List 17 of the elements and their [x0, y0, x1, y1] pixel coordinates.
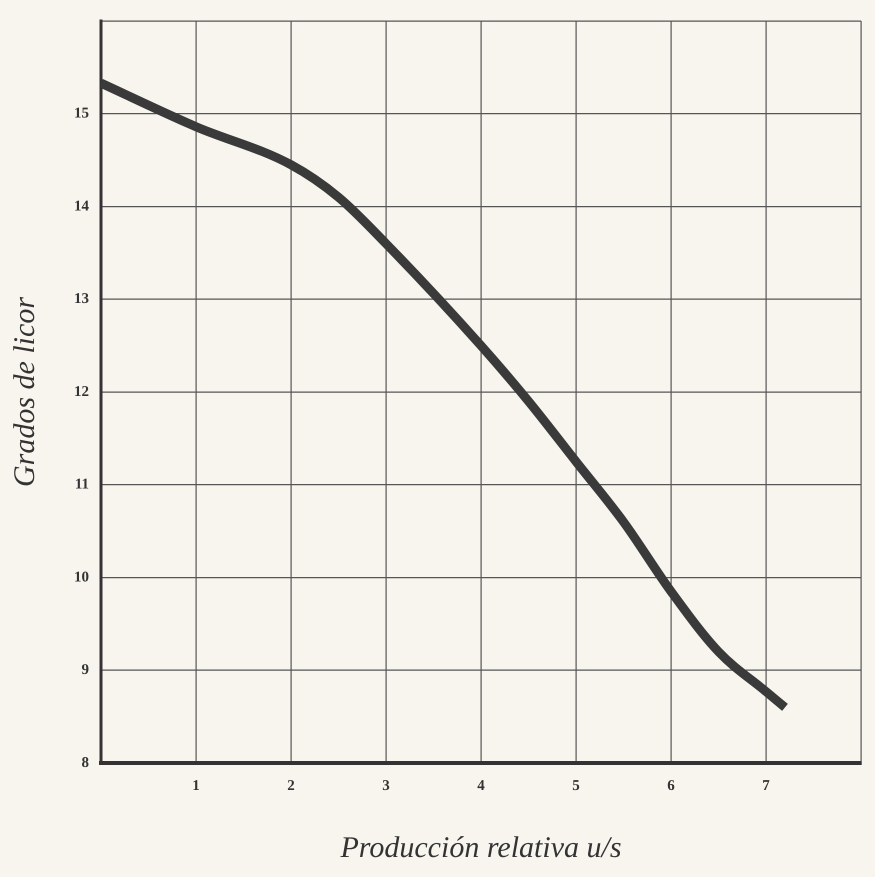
- y-tick-label: 11: [74, 476, 89, 493]
- x-tick-label: 5: [572, 778, 580, 794]
- y-tick-label: 9: [82, 662, 89, 678]
- x-tick-label: 1: [192, 778, 200, 794]
- x-tick-label: 2: [287, 778, 295, 794]
- y-axis-title: Grados de licor: [8, 296, 41, 487]
- y-tick-label: 12: [74, 384, 89, 400]
- x-axis-title: Producción relativa u/s: [339, 830, 622, 864]
- x-tick-label: 6: [667, 778, 676, 794]
- y-tick-label: 15: [74, 106, 89, 122]
- x-tick-label: 7: [762, 778, 770, 794]
- y-tick-label: 8: [82, 754, 89, 771]
- x-tick-label: 3: [382, 778, 390, 794]
- y-tick-label: 13: [74, 291, 89, 308]
- y-tick-label: 14: [74, 198, 90, 214]
- y-tick-label: 10: [74, 569, 89, 586]
- x-tick-label: 4: [477, 778, 486, 794]
